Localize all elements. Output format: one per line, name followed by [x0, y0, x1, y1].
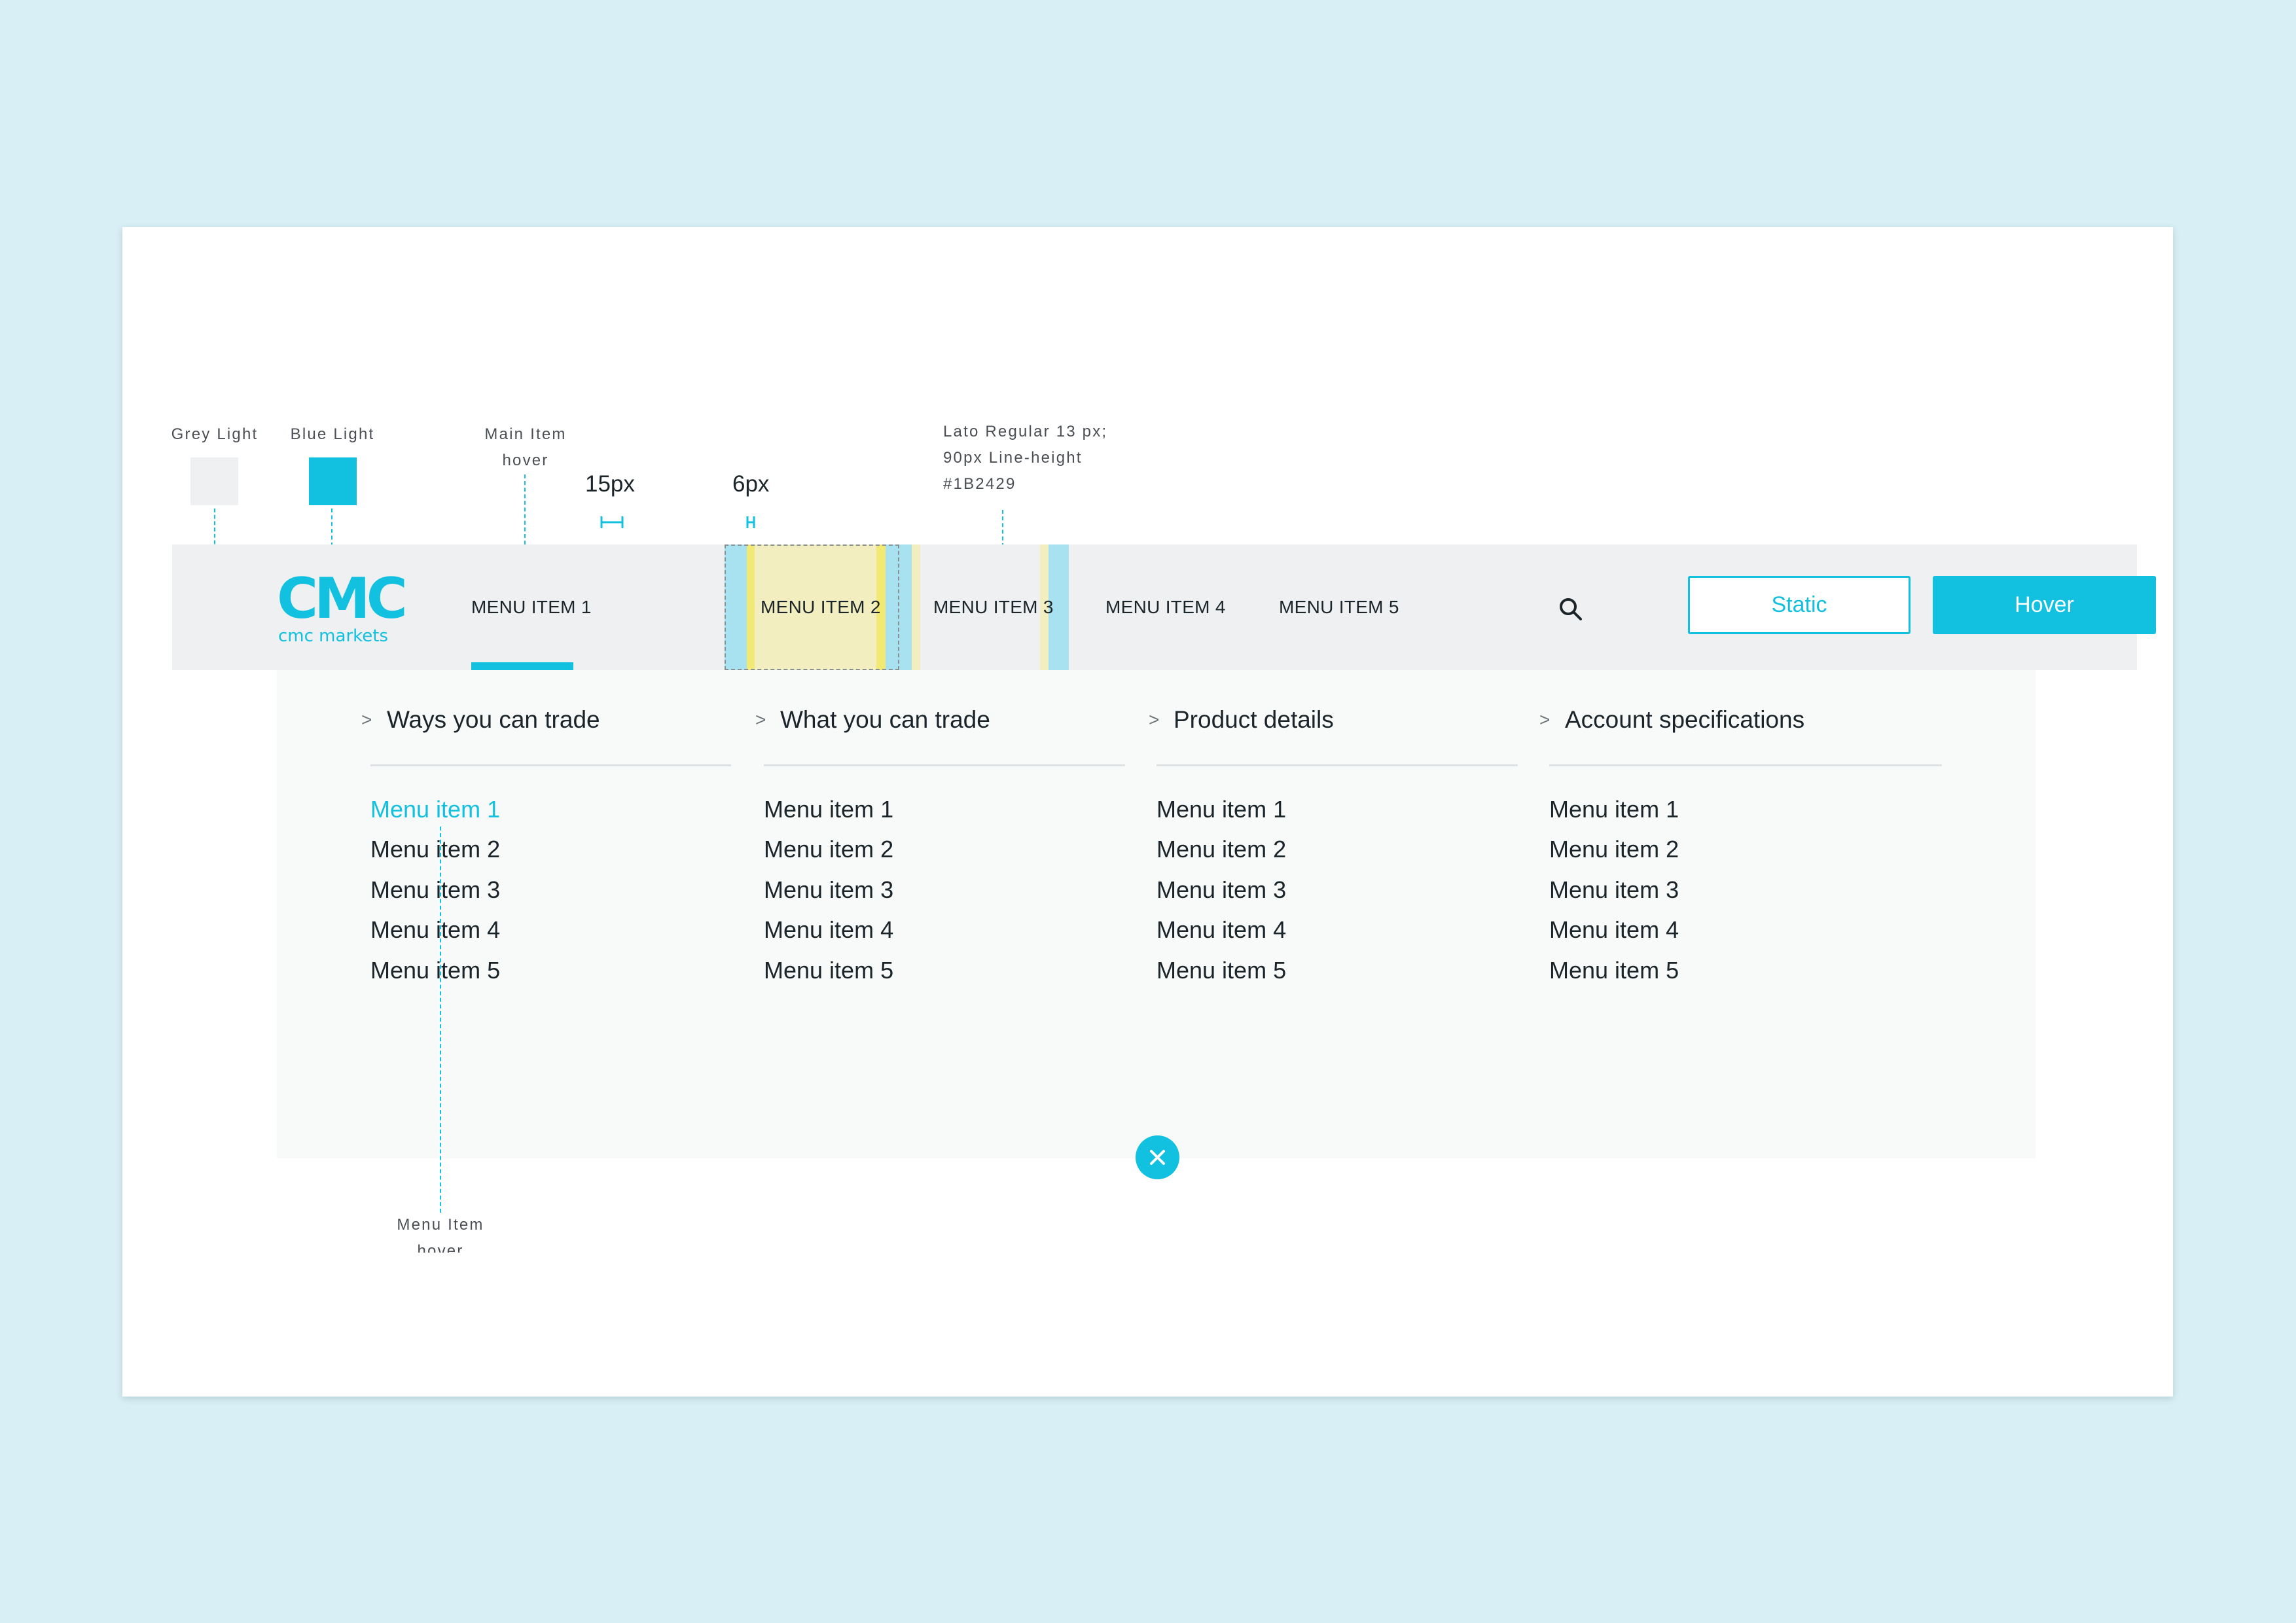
annotation-line: hover [417, 1242, 464, 1253]
nav-item-3[interactable]: MENU ITEM 3 [933, 597, 1054, 617]
annotation-line: 90px Line-height [943, 449, 1083, 467]
annotation-main-item-hover: Main Item hover [460, 421, 591, 474]
padding-band-item3-left [912, 544, 920, 670]
menu-item[interactable]: Menu item 2 [764, 836, 894, 863]
search-icon[interactable] [1558, 596, 1584, 622]
annotation-15px: 15px [585, 471, 635, 497]
menu-item[interactable]: Menu item 5 [370, 957, 501, 984]
item-content-highlight [755, 544, 876, 670]
column-heading-ways-you-can-trade[interactable]: Ways you can trade [387, 706, 600, 733]
measure-15px-icon [600, 516, 624, 528]
blue-light-swatch [309, 457, 357, 505]
menu-item[interactable]: Menu item 4 [1157, 916, 1287, 943]
column-heading-product-details[interactable]: Product details [1174, 706, 1334, 733]
close-icon [1150, 1150, 1165, 1165]
menu-item[interactable]: Menu item 2 [1157, 836, 1287, 863]
annotation-line: hover [502, 452, 549, 469]
menu-item[interactable]: Menu item 3 [764, 876, 894, 903]
nav-item-1-active-underline [471, 662, 573, 670]
hover-button[interactable]: Hover [1933, 576, 2156, 634]
nav-item-5[interactable]: MENU ITEM 5 [1279, 597, 1399, 617]
nav-item-2[interactable]: MENU ITEM 2 [761, 597, 881, 617]
gutter-band-2 [1049, 544, 1069, 670]
menu-item[interactable]: Menu item 1 [1549, 796, 1679, 823]
annotation-typography: Lato Regular 13 px; 90px Line-height #1B… [943, 419, 1107, 497]
cmc-logo[interactable]: CMC cmc markets [277, 566, 408, 646]
measure-6px-icon [746, 516, 755, 528]
annotation-blue-light: Blue Light [290, 425, 375, 443]
menu-item[interactable]: Menu item 1 [764, 796, 894, 823]
annotation-line: Menu Item [397, 1216, 484, 1234]
selection-box [725, 544, 899, 670]
annotation-line: #1B2429 [943, 475, 1016, 493]
column-divider [370, 764, 731, 766]
mega-menu-panel: > Ways you can trade Menu item 1 Menu it… [277, 670, 2036, 1158]
menu-item[interactable]: Menu item 2 [1549, 836, 1679, 863]
padding-band-item3-right [1040, 544, 1049, 670]
menu-item-hover[interactable]: Menu item 1 [370, 796, 501, 823]
annotation-line: Lato Regular 13 px; [943, 423, 1108, 440]
column-heading-what-you-can-trade[interactable]: What you can trade [780, 706, 990, 733]
chevron-right-icon: > [1539, 709, 1551, 730]
static-button[interactable]: Static [1688, 576, 1910, 634]
close-button[interactable] [1136, 1135, 1179, 1179]
padding-band-left-inner [747, 544, 755, 670]
menu-item[interactable]: Menu item 5 [764, 957, 894, 984]
column-divider [1549, 764, 1942, 766]
nav-item-4[interactable]: MENU ITEM 4 [1105, 597, 1226, 617]
logo-mark: CMC [277, 566, 408, 632]
menu-item[interactable]: Menu item 5 [1549, 957, 1679, 984]
annotation-grey-light: Grey Light [171, 425, 259, 443]
column-heading-account-specifications[interactable]: Account specifications [1565, 706, 1805, 733]
annotation-6px: 6px [732, 471, 770, 497]
spec-card: Grey Light Blue Light Main Item hover 15… [122, 227, 2173, 1397]
padding-band-right-inner [876, 544, 886, 670]
chevron-right-icon: > [755, 709, 766, 730]
menu-item[interactable]: Menu item 1 [1157, 796, 1287, 823]
annotation-menu-item-hover: Menu Item hover [375, 1212, 506, 1253]
nav-item-1[interactable]: MENU ITEM 1 [471, 597, 592, 617]
menu-item[interactable]: Menu item 2 [370, 836, 501, 863]
menu-item[interactable]: Menu item 5 [1157, 957, 1287, 984]
annotation-line: Main Item [484, 425, 567, 443]
padding-band-left [725, 544, 747, 670]
nav-bar: CMC cmc markets MENU ITEM 1 MENU ITEM 2 … [172, 544, 2156, 670]
menu-item[interactable]: Menu item 4 [1549, 916, 1679, 943]
menu-item-hover-leader [440, 827, 441, 1213]
menu-item[interactable]: Menu item 3 [1157, 876, 1287, 903]
menu-item[interactable]: Menu item 4 [370, 916, 501, 943]
chevron-right-icon: > [1149, 709, 1160, 730]
menu-item[interactable]: Menu item 3 [370, 876, 501, 903]
column-divider [1157, 764, 1518, 766]
logo-wordmark: cmc markets [278, 626, 388, 646]
column-divider [764, 764, 1125, 766]
chevron-right-icon: > [361, 709, 372, 730]
menu-item[interactable]: Menu item 3 [1549, 876, 1679, 903]
grey-light-swatch [190, 457, 238, 505]
menu-item[interactable]: Menu item 4 [764, 916, 894, 943]
